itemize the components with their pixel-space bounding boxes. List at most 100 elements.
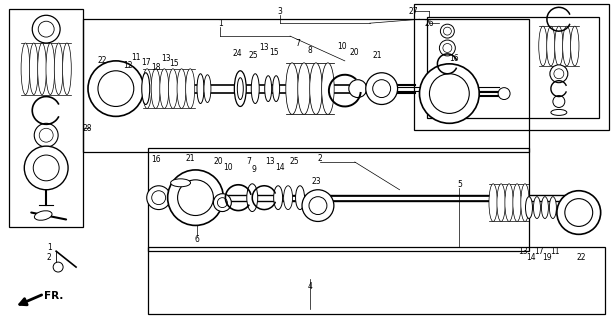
Circle shape	[553, 96, 565, 108]
Ellipse shape	[238, 78, 243, 100]
Text: 3: 3	[278, 7, 282, 16]
Ellipse shape	[160, 69, 169, 108]
Ellipse shape	[513, 184, 521, 221]
Text: 1: 1	[47, 243, 52, 252]
Ellipse shape	[265, 76, 271, 101]
Text: 10: 10	[223, 164, 233, 172]
Text: 26: 26	[425, 19, 434, 28]
Ellipse shape	[168, 69, 177, 108]
Ellipse shape	[546, 26, 555, 66]
Text: 16: 16	[449, 54, 459, 63]
Ellipse shape	[284, 186, 292, 210]
Ellipse shape	[438, 111, 456, 120]
Circle shape	[217, 198, 227, 208]
Text: 25: 25	[249, 52, 258, 60]
Text: 2: 2	[47, 253, 52, 262]
Circle shape	[557, 191, 600, 234]
Text: 9: 9	[252, 165, 257, 174]
Ellipse shape	[322, 63, 334, 114]
Text: 1: 1	[218, 19, 223, 28]
Ellipse shape	[46, 43, 55, 95]
Ellipse shape	[235, 71, 246, 107]
Circle shape	[440, 24, 454, 38]
Circle shape	[419, 64, 479, 123]
Text: 11: 11	[550, 247, 559, 256]
Circle shape	[39, 128, 53, 142]
Text: 13: 13	[161, 54, 171, 63]
Text: 14: 14	[526, 253, 536, 262]
Text: 21: 21	[373, 52, 383, 60]
Ellipse shape	[521, 184, 529, 221]
Ellipse shape	[526, 197, 532, 219]
Circle shape	[33, 155, 59, 181]
Ellipse shape	[554, 26, 563, 66]
Text: 27: 27	[409, 7, 418, 16]
Ellipse shape	[562, 26, 571, 66]
Ellipse shape	[505, 184, 513, 221]
Circle shape	[440, 40, 456, 56]
Circle shape	[550, 65, 568, 83]
Text: 15: 15	[270, 48, 279, 57]
Ellipse shape	[309, 63, 322, 114]
Ellipse shape	[54, 43, 63, 95]
Text: 20: 20	[350, 48, 360, 57]
Circle shape	[429, 74, 469, 113]
Ellipse shape	[34, 211, 52, 220]
Text: 21: 21	[186, 154, 195, 163]
Circle shape	[349, 80, 367, 98]
Ellipse shape	[142, 73, 150, 105]
Ellipse shape	[439, 72, 448, 100]
Ellipse shape	[538, 26, 547, 66]
Ellipse shape	[142, 69, 152, 108]
Ellipse shape	[542, 197, 548, 219]
Circle shape	[34, 123, 58, 147]
Ellipse shape	[550, 197, 556, 219]
Ellipse shape	[247, 184, 258, 212]
Circle shape	[177, 180, 214, 215]
Ellipse shape	[197, 74, 204, 103]
Text: 17: 17	[141, 58, 150, 67]
Ellipse shape	[204, 75, 211, 102]
Text: 25: 25	[289, 157, 299, 166]
Ellipse shape	[171, 179, 190, 187]
Text: 13: 13	[265, 157, 275, 166]
Circle shape	[498, 88, 510, 100]
Text: 6: 6	[194, 235, 199, 244]
Ellipse shape	[431, 72, 440, 100]
Text: 7: 7	[246, 157, 251, 166]
Ellipse shape	[63, 43, 71, 95]
Text: 10: 10	[337, 43, 347, 52]
Ellipse shape	[185, 69, 195, 108]
Text: 14: 14	[275, 164, 285, 172]
Circle shape	[373, 80, 391, 98]
Text: 20: 20	[214, 157, 223, 166]
Text: 19: 19	[542, 253, 552, 262]
Text: 13: 13	[259, 44, 269, 52]
Text: 5: 5	[457, 180, 462, 189]
Circle shape	[302, 190, 334, 221]
Ellipse shape	[570, 26, 579, 66]
Ellipse shape	[37, 43, 47, 95]
Ellipse shape	[177, 69, 186, 108]
Text: 16: 16	[151, 156, 160, 164]
Ellipse shape	[273, 76, 279, 101]
Text: 28: 28	[82, 124, 91, 133]
Circle shape	[366, 73, 398, 105]
Text: 22: 22	[576, 253, 586, 262]
Text: 17: 17	[534, 247, 544, 256]
Text: 23: 23	[311, 177, 321, 186]
Circle shape	[152, 191, 166, 204]
Text: 8: 8	[308, 46, 313, 55]
Circle shape	[214, 194, 231, 212]
Text: 12: 12	[123, 61, 133, 70]
Text: 24: 24	[233, 49, 242, 59]
Ellipse shape	[489, 184, 497, 221]
Ellipse shape	[21, 43, 30, 95]
Ellipse shape	[497, 184, 505, 221]
Circle shape	[565, 199, 593, 227]
Text: 7: 7	[295, 38, 300, 48]
Circle shape	[53, 262, 63, 272]
Text: FR.: FR.	[44, 291, 64, 301]
Ellipse shape	[298, 63, 310, 114]
Ellipse shape	[151, 69, 160, 108]
